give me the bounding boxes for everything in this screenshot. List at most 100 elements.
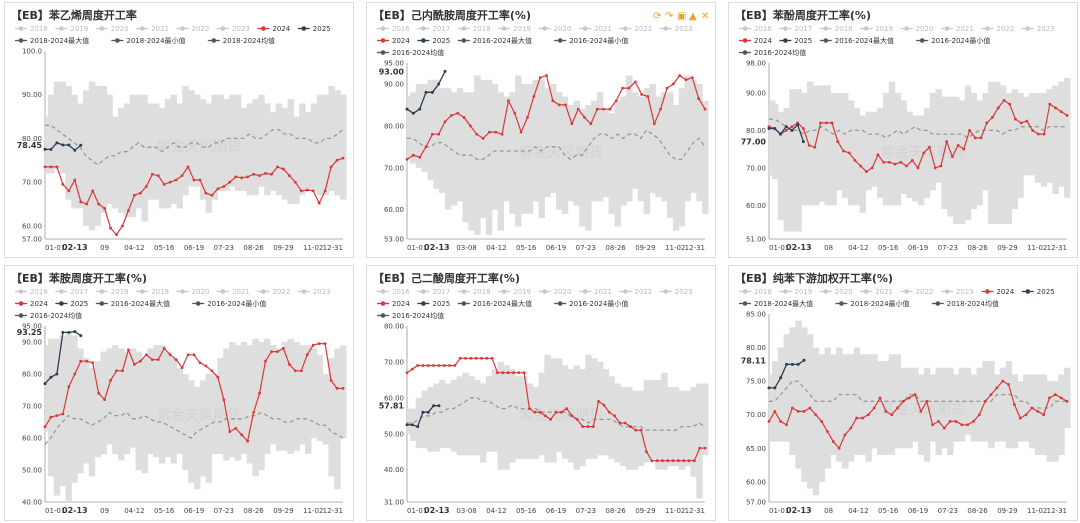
legend-item[interactable]: 2022 (619, 288, 652, 296)
legend-item[interactable]: 2021 (860, 288, 893, 296)
legend-item[interactable]: 2020 (95, 25, 129, 33)
legend-item[interactable]: 2016-2024均值 (377, 48, 444, 57)
point-2024 (506, 371, 510, 375)
band-bar (444, 383, 452, 449)
x-tick-label: 03-08 (456, 244, 476, 252)
legend-item[interactable]: 2018 (15, 25, 48, 33)
chart-svg: 【EB】苯酚周度开工率(%) 2016 2017 2018 2019 2020 2021 20… (735, 8, 1071, 252)
point-2024 (878, 396, 882, 400)
legend-item[interactable]: 2019 (136, 288, 169, 296)
legend-item[interactable]: 2020 (176, 288, 210, 296)
legend-item[interactable]: 2019 (55, 25, 88, 33)
legend-item[interactable]: 2019 (860, 25, 893, 33)
refresh-icon[interactable]: ⟳ (653, 11, 662, 22)
legend-item[interactable]: 2018 (457, 288, 491, 296)
legend-item[interactable]: 2021 (217, 288, 250, 296)
band-bar (164, 351, 172, 458)
legend-label: 2022 (192, 25, 210, 33)
legend-item[interactable]: 2017 (779, 25, 812, 33)
legend-item[interactable]: 2018 (457, 25, 491, 33)
legend-item[interactable]: 2016-2024最大值 (457, 299, 532, 308)
legend-item[interactable]: 2021 (136, 25, 169, 33)
legend-item[interactable]: 2025 (417, 37, 450, 45)
legend-item[interactable]: 2020 (538, 25, 572, 33)
legend-item[interactable]: 2018 (95, 288, 129, 296)
legend-item[interactable]: 2016-2024最小值 (554, 36, 628, 45)
legend-item[interactable]: 2019 (498, 288, 531, 296)
legend-item[interactable]: 2021 (941, 25, 974, 33)
save-image-icon[interactable]: ▣ (677, 11, 686, 22)
legend-item[interactable]: 2020 (538, 288, 572, 296)
legend-item[interactable]: 2016-2024均值 (15, 311, 82, 320)
legend-item[interactable]: 2017 (55, 288, 88, 296)
legend-item[interactable]: 2016-2024最大值 (819, 36, 894, 45)
legend-item[interactable]: 2016 (739, 25, 772, 33)
legend-item[interactable]: 2018-2024均值 (207, 36, 275, 45)
legend-item[interactable]: 2024 (15, 300, 48, 308)
legend-item[interactable]: 2017 (417, 25, 450, 33)
legend-item[interactable]: 2024 (377, 300, 410, 308)
legend-item[interactable]: 2019 (498, 25, 531, 33)
legend-item[interactable]: 2025 (55, 300, 88, 308)
min-max-band (45, 81, 347, 231)
legend-item[interactable]: 2025 (297, 25, 331, 33)
legend-item[interactable]: 2020 (819, 288, 853, 296)
legend-item[interactable]: 2016-2024均值 (739, 48, 806, 57)
point-2024 (784, 129, 788, 132)
legend-item[interactable]: 2016-2024最大值 (95, 299, 170, 308)
legend-item[interactable]: 2023 (941, 288, 974, 296)
legend-item[interactable]: 2023 (1021, 25, 1055, 33)
series-avg-line (45, 124, 344, 166)
point-2024 (884, 409, 888, 413)
legend-item[interactable]: 2024 (981, 288, 1015, 296)
legend-item[interactable]: 2025 (1021, 288, 1055, 296)
band-bar (935, 367, 942, 455)
legend-item[interactable]: 2023 (659, 288, 693, 296)
bell-icon[interactable]: ▲ (689, 11, 697, 22)
legend-item[interactable]: 2016-2024最小值 (192, 299, 266, 308)
legend-item[interactable]: 2025 (779, 37, 812, 45)
band-bar (71, 335, 78, 483)
legend-item[interactable]: 2016-2024最小值 (916, 36, 990, 45)
point-2024 (305, 188, 309, 192)
legend-item[interactable]: 2022 (257, 288, 290, 296)
legend-item[interactable]: 2018-2024最大值 (15, 36, 89, 45)
legend-item[interactable]: 2022 (981, 25, 1014, 33)
legend-item[interactable]: 2016 (15, 288, 48, 296)
legend-item[interactable]: 2021 (579, 288, 612, 296)
legend-item[interactable]: 2016-2024最小值 (554, 299, 628, 308)
point-2024 (329, 379, 333, 382)
legend-item[interactable]: 2023 (297, 288, 331, 296)
legend-item[interactable]: 2023 (217, 25, 250, 33)
legend-item[interactable]: 2019 (779, 288, 812, 296)
point-2024 (282, 167, 285, 171)
band-bar (194, 94, 201, 187)
legend-item[interactable]: 2016-2024最大值 (457, 36, 532, 45)
band-bar (842, 92, 849, 198)
legend-item[interactable]: 2017 (417, 288, 450, 296)
legend-label: 2025 (1037, 288, 1055, 296)
legend-item[interactable]: 2021 (579, 25, 612, 33)
legend-label: 2021 (151, 25, 169, 33)
legend-item[interactable]: 2018-2024最大值 (739, 299, 813, 308)
legend-item[interactable]: 2020 (900, 25, 934, 33)
legend-item[interactable]: 2022 (176, 25, 210, 33)
band-bar (275, 103, 283, 196)
expand-icon[interactable]: ✕ (701, 11, 709, 22)
legend-item[interactable]: 2018-2024最小值 (111, 36, 186, 45)
legend-item[interactable]: 2018 (739, 288, 772, 296)
legend-item[interactable]: 2023 (659, 25, 693, 33)
legend-item[interactable]: 2016-2024均值 (377, 311, 444, 320)
legend-item[interactable]: 2016 (377, 25, 410, 33)
legend-item[interactable]: 2022 (619, 25, 652, 33)
legend-item[interactable]: 2024 (257, 25, 291, 33)
legend-item[interactable]: 2018 (819, 25, 853, 33)
legend-item[interactable]: 2018-2024均值 (931, 299, 999, 308)
legend-item[interactable]: 2024 (739, 37, 772, 45)
legend-item[interactable]: 2016 (377, 288, 410, 296)
legend-item[interactable]: 2018-2024最小值 (835, 299, 910, 308)
legend-item[interactable]: 2025 (417, 300, 450, 308)
legend-item[interactable]: 2022 (900, 288, 934, 296)
share-icon[interactable]: ↷ (665, 11, 674, 22)
legend-item[interactable]: 2024 (377, 37, 410, 45)
